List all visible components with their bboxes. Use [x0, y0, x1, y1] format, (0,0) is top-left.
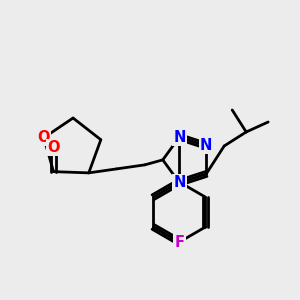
Text: N: N	[200, 138, 212, 153]
Text: O: O	[38, 130, 50, 145]
Text: N: N	[173, 130, 185, 145]
Text: N: N	[173, 175, 185, 190]
Text: O: O	[47, 140, 60, 155]
Text: F: F	[174, 235, 184, 250]
